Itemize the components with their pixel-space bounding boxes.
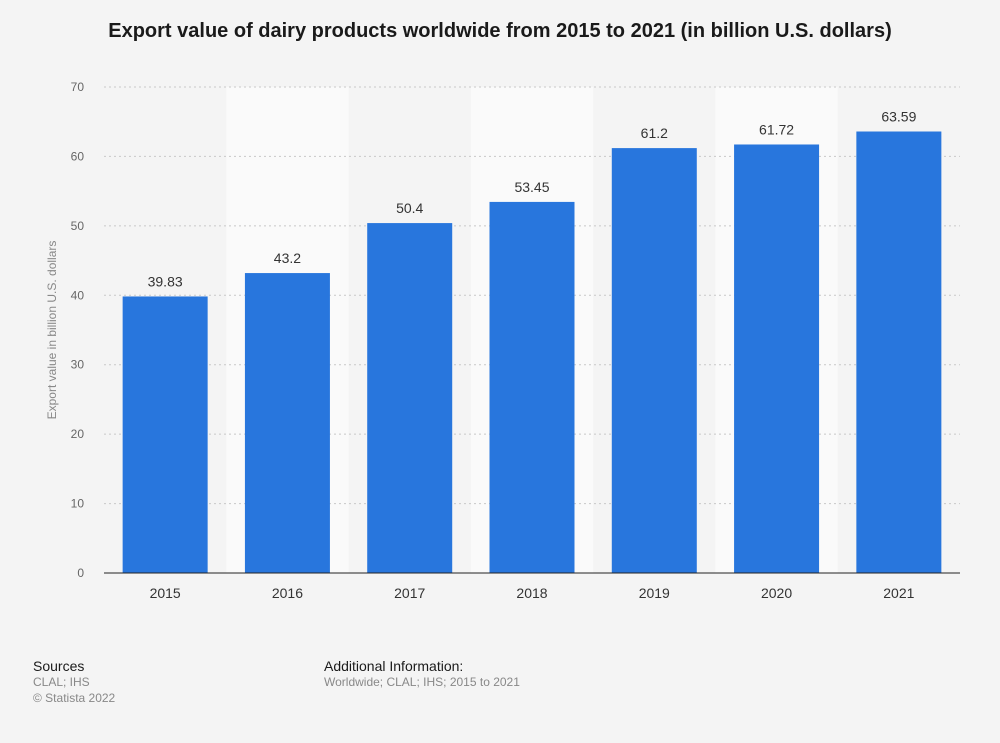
bar-2015[interactable] xyxy=(122,296,208,573)
value-label: 53.45 xyxy=(514,179,549,195)
sources-block: Sources CLAL; IHS © Statista 2022 xyxy=(33,658,115,706)
y-tick-label: 40 xyxy=(71,288,85,302)
value-label: 61.2 xyxy=(641,125,668,141)
bar-2017[interactable] xyxy=(367,223,453,573)
value-labels: 39.83 43.2 50.4 53.45 61.2 61.72 63.59 xyxy=(148,109,917,290)
copyright-text: © Statista 2022 xyxy=(33,691,116,705)
x-tick-labels: 2015 2016 2017 2018 2019 2020 2021 xyxy=(150,585,915,601)
y-tick-label: 20 xyxy=(71,427,85,441)
sources-title: Sources xyxy=(33,658,85,674)
bar-2019[interactable] xyxy=(611,148,697,573)
x-tick-label: 2017 xyxy=(394,585,425,601)
y-tick-label: 0 xyxy=(77,566,84,580)
bars xyxy=(122,131,942,573)
x-tick-label: 2016 xyxy=(272,585,303,601)
bar-2021[interactable] xyxy=(856,131,942,573)
x-tick-label: 2018 xyxy=(516,585,547,601)
bar-2020[interactable] xyxy=(734,144,820,573)
y-tick-label: 60 xyxy=(71,149,85,163)
additional-info-text: Worldwide; CLAL; IHS; 2015 to 2021 xyxy=(324,675,520,689)
y-tick-label: 70 xyxy=(71,80,85,94)
y-tick-labels: 0 10 20 30 40 50 60 70 xyxy=(71,80,85,580)
value-label: 39.83 xyxy=(148,273,183,289)
y-tick-label: 50 xyxy=(71,219,85,233)
bar-2016[interactable] xyxy=(244,273,330,573)
chart-title: Export value of dairy products worldwide… xyxy=(108,20,892,42)
y-axis-title: Export value in billion U.S. dollars xyxy=(45,241,59,420)
value-label: 50.4 xyxy=(396,200,423,216)
bar-2018[interactable] xyxy=(489,201,575,573)
additional-info-title: Additional Information: xyxy=(324,658,464,674)
bar-chart: 39.83 43.2 50.4 53.45 61.2 61.72 63.59 0 10 20 30… xyxy=(45,80,960,601)
x-tick-label: 2015 xyxy=(150,585,181,601)
value-label: 61.72 xyxy=(759,121,794,137)
value-label: 63.59 xyxy=(881,109,916,125)
sources-text: CLAL; IHS xyxy=(33,675,90,689)
x-tick-label: 2021 xyxy=(883,585,914,601)
additional-info-block: Additional Information: Worldwide; CLAL;… xyxy=(324,658,520,690)
value-label: 43.2 xyxy=(274,250,301,266)
y-tick-label: 30 xyxy=(71,358,85,372)
y-tick-label: 10 xyxy=(71,497,85,511)
x-tick-label: 2019 xyxy=(639,585,670,601)
x-tick-label: 2020 xyxy=(761,585,792,601)
